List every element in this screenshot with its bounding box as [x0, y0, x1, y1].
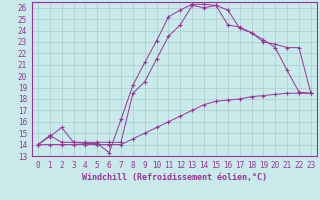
- X-axis label: Windchill (Refroidissement éolien,°C): Windchill (Refroidissement éolien,°C): [82, 173, 267, 182]
